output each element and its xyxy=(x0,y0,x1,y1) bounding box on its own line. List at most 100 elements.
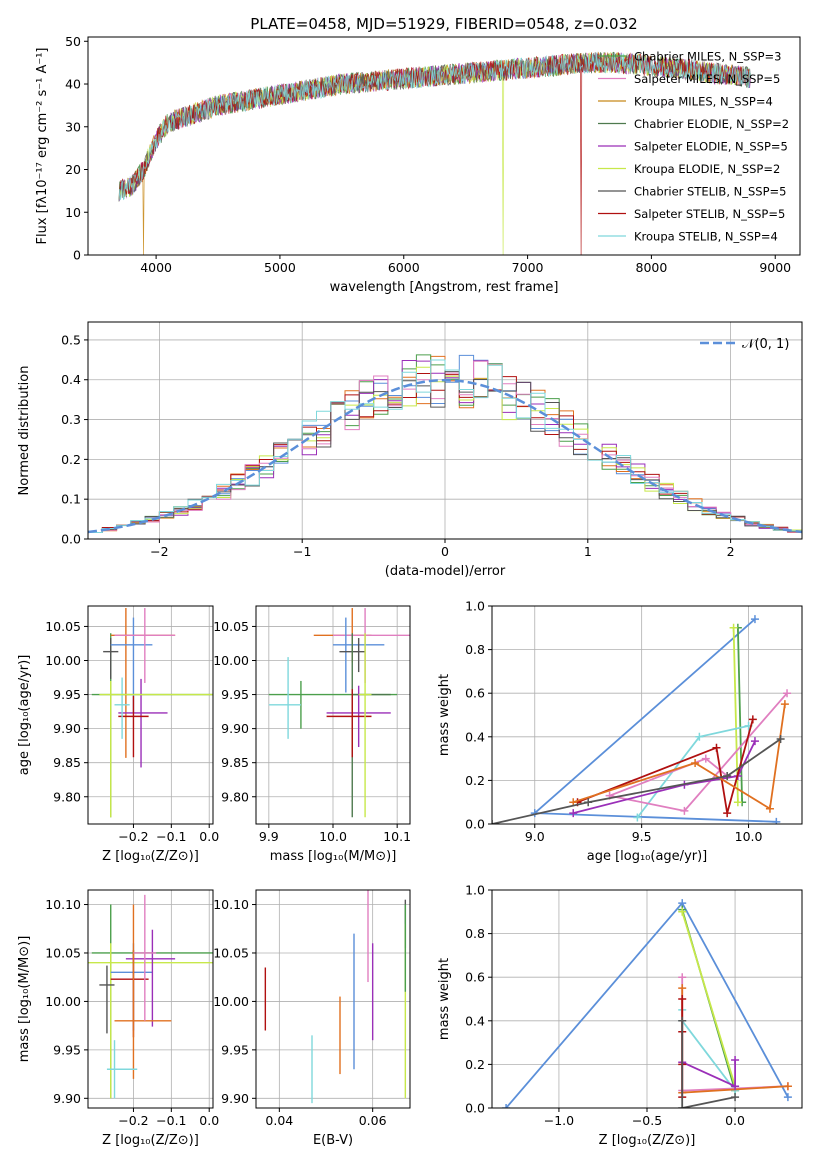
y-tick-label: 9.95 xyxy=(221,687,249,702)
y-tick-label: 10.05 xyxy=(45,619,81,634)
y-tick-label: 0.4 xyxy=(465,1013,485,1028)
normal-reference-curve xyxy=(88,378,802,534)
weight-marker xyxy=(723,809,732,818)
y-tick-label: 10 xyxy=(65,205,81,220)
weight-line xyxy=(572,740,756,814)
x-tick-label: 0.0 xyxy=(199,1113,219,1128)
x-tick-label: 2 xyxy=(727,544,735,559)
plot-area xyxy=(88,894,213,1099)
y-tick-label: 30 xyxy=(65,119,81,134)
x-tick-label: −0.2 xyxy=(118,829,148,844)
x-axis-label: Z [log₁₀(Z/Z⊙)] xyxy=(599,1133,696,1148)
x-tick-label: 10.0 xyxy=(319,829,347,844)
weight-marker xyxy=(772,817,781,824)
y-tick-label: 10.00 xyxy=(213,653,249,668)
weight-marker xyxy=(731,1056,740,1065)
legend-entry: Salpeter ELODIE, N_SSP=5 xyxy=(634,140,788,154)
x-tick-label: −1.0 xyxy=(544,1113,574,1128)
y-tick-label: 10.00 xyxy=(213,994,249,1009)
y-tick-label: 50 xyxy=(65,34,81,49)
weight-vs-metallicity-panel: −1.0 −0.5 0.0 0.0 0.2 0.4 0.6 0.8 1.0 Z [log₁₀(Z/… xyxy=(437,883,803,1148)
weight-marker xyxy=(731,1093,740,1102)
x-axis-label: mass [log₁₀(M/M⊙)] xyxy=(270,849,397,864)
legend-entry: Kroupa MILES, N_SSP=4 xyxy=(634,95,773,109)
axes-frame xyxy=(255,889,411,1109)
x-tick-label: 5000 xyxy=(264,260,296,275)
x-axis-label: age [log₁₀(age/yr)] xyxy=(587,849,708,864)
y-tick-label: 40 xyxy=(65,77,81,92)
weight-marker xyxy=(783,689,792,698)
y-tick-label: 0.4 xyxy=(61,372,81,387)
axes-frame xyxy=(491,605,803,825)
x-tick-label: 9.5 xyxy=(632,829,652,844)
weight-line xyxy=(681,911,736,1087)
x-tick-label: −0.1 xyxy=(156,829,186,844)
plot-area xyxy=(492,615,792,824)
spectrum-line xyxy=(118,52,751,202)
weight-marker xyxy=(783,1093,792,1102)
y-tick-label: 0.2 xyxy=(61,452,81,467)
x-axis-label: Z [log₁₀(Z/Z⊙)] xyxy=(102,849,199,864)
legend-entry: Chabrier ELODIE, N_SSP=2 xyxy=(634,117,789,131)
mass-vs-ebv-panel: 0.04 0.06 9.90 9.95 10.00 10.05 10.10 E(B-V) xyxy=(213,889,411,1148)
y-tick-label: 9.95 xyxy=(53,687,81,702)
weight-vs-age-panel: 9.0 9.5 10.0 0.0 0.2 0.4 0.6 0.8 1.0 age [log₁₀(a… xyxy=(437,599,803,864)
weight-line xyxy=(681,1020,736,1108)
x-tick-label: 6000 xyxy=(388,260,420,275)
y-axis-label: mass weight xyxy=(437,958,452,1040)
x-tick-label: 0.06 xyxy=(359,1113,387,1128)
weight-line xyxy=(681,1009,736,1092)
plot-area xyxy=(91,608,213,818)
plot-area xyxy=(264,890,407,1104)
weight-line xyxy=(572,703,786,811)
legend-entry: Chabrier STELIB, N_SSP=5 xyxy=(634,185,786,199)
axes-frame xyxy=(87,889,214,1109)
y-tick-label: 9.90 xyxy=(221,1091,249,1106)
x-tick-label: 9.9 xyxy=(259,829,279,844)
weight-marker xyxy=(780,700,789,709)
legend-entry: Salpeter MILES, N_SSP=5 xyxy=(634,72,780,86)
y-tick-label: 10.10 xyxy=(45,897,81,912)
weight-marker xyxy=(502,1104,511,1108)
age-vs-mass-panel: 9.9 10.0 10.1 9.80 9.85 9.90 9.95 10.00 10.05 mas… xyxy=(213,605,411,864)
plot-area xyxy=(268,608,410,818)
axes-frame xyxy=(87,605,214,825)
x-axis-label: Z [log₁₀(Z/Z⊙)] xyxy=(102,1133,199,1148)
y-axis-label: mass weight xyxy=(437,674,452,756)
weight-marker xyxy=(678,995,687,1003)
y-tick-label: 9.85 xyxy=(53,755,81,770)
x-tick-label: 9.0 xyxy=(525,829,545,844)
weight-marker xyxy=(729,623,738,632)
y-tick-label: 10.05 xyxy=(45,945,81,960)
y-axis-label: mass [log₁₀(M/M⊙)] xyxy=(17,936,32,1063)
y-tick-label: 0.3 xyxy=(61,412,81,427)
weight-marker xyxy=(584,798,593,807)
weight-line xyxy=(737,627,743,803)
legend-entry: Kroupa ELODIE, N_SSP=2 xyxy=(634,162,780,176)
weight-marker xyxy=(776,734,785,743)
weight-marker xyxy=(678,973,687,982)
weight-line xyxy=(492,738,782,824)
weight-marker xyxy=(712,743,721,752)
spectrum-panel: 4000 5000 6000 7000 8000 9000 0 10 20 30 40 50 wavel… xyxy=(35,34,801,295)
histogram-series xyxy=(88,359,802,533)
y-tick-label: 10.10 xyxy=(213,897,249,912)
weight-marker xyxy=(731,1082,740,1091)
x-tick-label: 1 xyxy=(584,544,592,559)
y-tick-label: 0.0 xyxy=(465,817,485,832)
x-tick-label: 0.04 xyxy=(265,1113,293,1128)
plot-area xyxy=(502,899,792,1108)
age-vs-metallicity-panel: −0.2 −0.1 0.0 9.80 9.85 9.90 9.95 10.00 10.05 Z [… xyxy=(17,605,219,864)
y-tick-label: 0.1 xyxy=(61,492,81,507)
y-tick-label: 10.00 xyxy=(45,653,81,668)
y-axis-label: Flux [fλ10⁻¹⁷ erg cm⁻² s⁻¹ A⁻¹] xyxy=(35,48,50,245)
legend-entry: 𝒩(0, 1) xyxy=(742,337,789,352)
x-tick-label: 7000 xyxy=(512,260,544,275)
axes-frame xyxy=(87,36,801,256)
y-tick-label: 9.80 xyxy=(221,789,249,804)
x-tick-label: 10.1 xyxy=(383,829,411,844)
y-tick-label: 9.85 xyxy=(221,755,249,770)
x-tick-label: −1 xyxy=(293,544,311,559)
x-tick-label: 4000 xyxy=(140,260,172,275)
